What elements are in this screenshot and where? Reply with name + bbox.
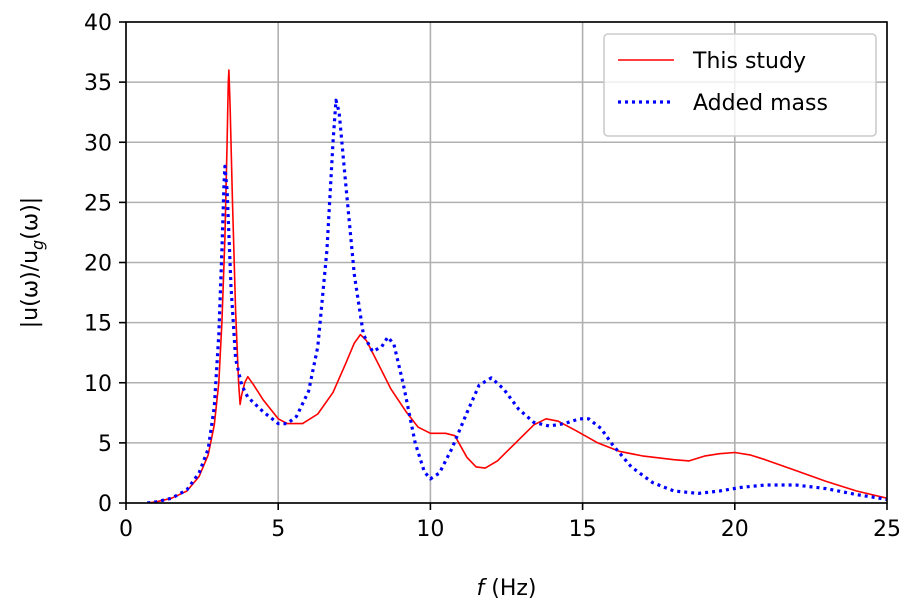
y-tick-label: 20 (84, 252, 112, 277)
x-axis-title: f (Hz) (477, 576, 537, 601)
y-tick-label: 25 (84, 191, 112, 216)
x-tick-label: 15 (569, 517, 597, 542)
x-tick-label: 10 (416, 517, 444, 542)
y-tick-label: 30 (84, 131, 112, 156)
legend-label-1: This study (692, 49, 806, 74)
y-tick-label: 40 (84, 11, 112, 36)
y-tick-label: 15 (84, 312, 112, 337)
x-tick-label: 25 (873, 517, 901, 542)
plot-area (147, 69, 887, 503)
x-tick-label: 20 (721, 517, 749, 542)
legend-label-2: Added mass (693, 91, 828, 116)
y-tick-label: 5 (98, 432, 112, 457)
y-tick-label: 10 (84, 372, 112, 397)
y-tick-label: 0 (98, 492, 112, 517)
x-tick-label: 0 (119, 517, 133, 542)
x-tick-label: 5 (271, 517, 285, 542)
legend: This study Added mass (603, 33, 877, 137)
y-axis-title: |u(ω)/ug(ω)| (18, 197, 47, 328)
axes: 0 5 10 15 20 25 0 5 10 15 20 25 30 35 40 f (Hz) |u(ω)/ug… (18, 11, 901, 601)
y-tick-label: 35 (84, 71, 112, 96)
